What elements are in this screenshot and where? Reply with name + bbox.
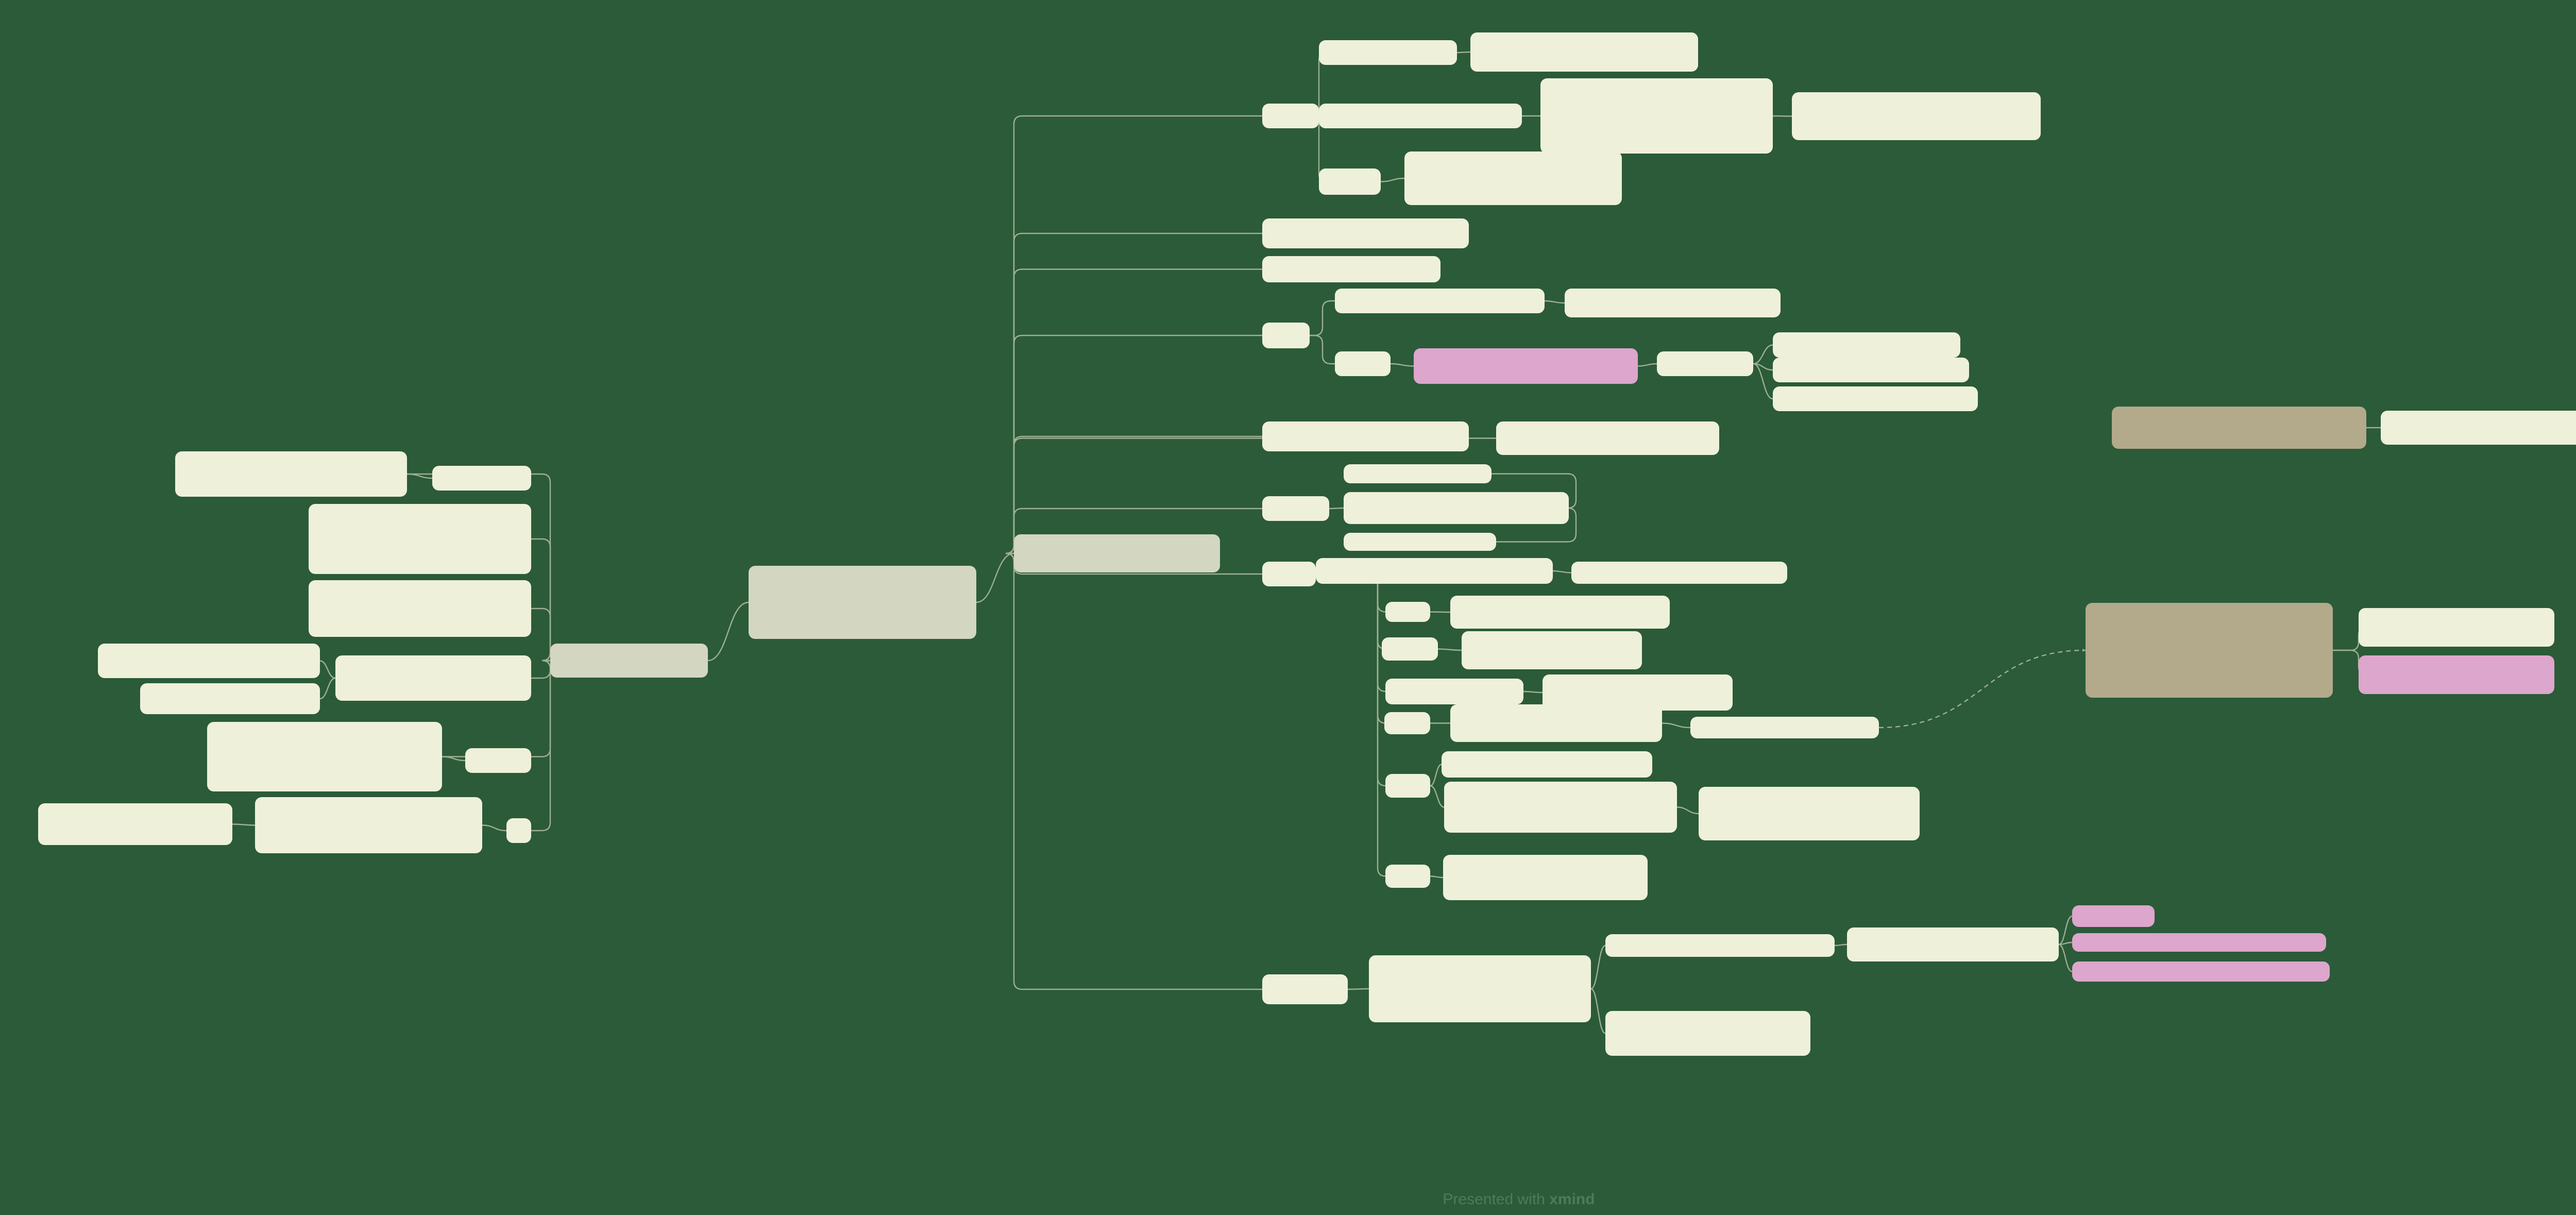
svg-text:Presented with xmind: Presented with xmind	[1443, 1191, 1595, 1208]
